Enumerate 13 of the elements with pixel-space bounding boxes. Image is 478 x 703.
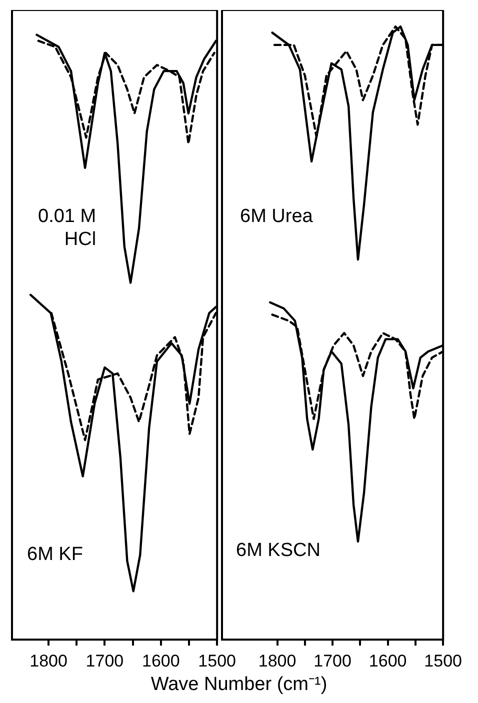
annotation: 6M Urea <box>240 206 314 227</box>
x-tick-label: 1500 <box>198 651 236 670</box>
annotation: 6M KF <box>27 544 83 565</box>
x-tick-label: 1500 <box>424 651 462 670</box>
x-tick-label: 1800 <box>30 651 68 670</box>
x-tick-label: 1600 <box>368 651 407 670</box>
x-tick-label: 1700 <box>86 651 124 670</box>
annotation: 0.01 M HCl <box>38 206 96 250</box>
x-tick-label: 1600 <box>142 651 180 670</box>
x-axis-title: Wave Number (cm⁻¹) <box>150 673 328 696</box>
annotation: 6M KSCN <box>236 540 320 561</box>
x-tick-label: 1700 <box>314 651 352 670</box>
x-tick-label: 1800 <box>258 651 296 670</box>
